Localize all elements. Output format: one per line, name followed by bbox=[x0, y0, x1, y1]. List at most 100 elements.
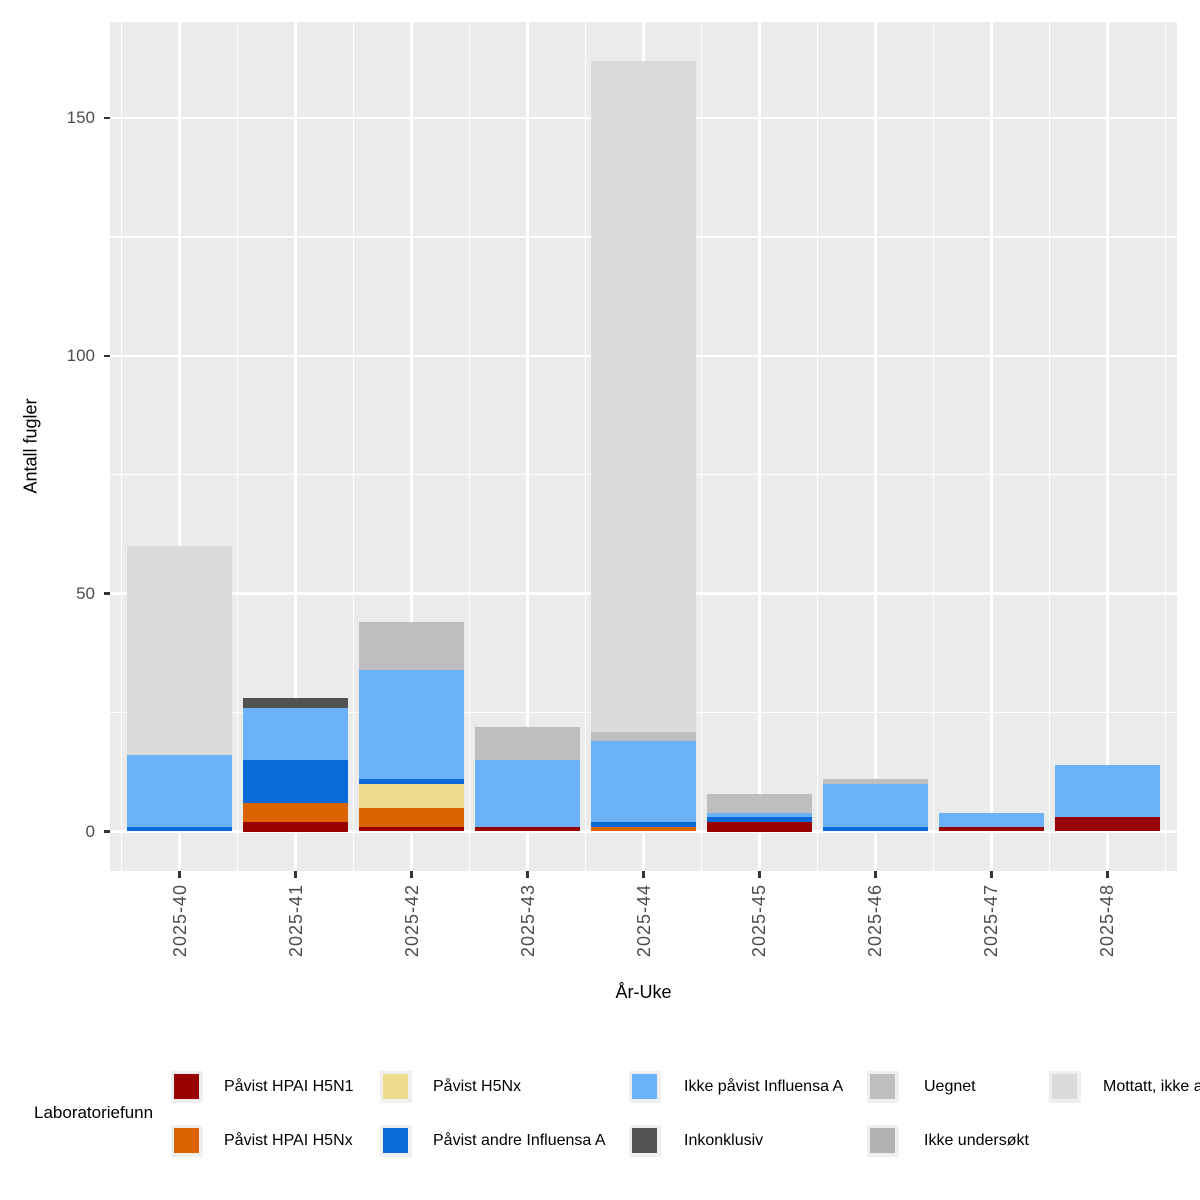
bar-segment bbox=[359, 807, 464, 827]
bar-segment bbox=[823, 779, 928, 784]
legend-swatch bbox=[383, 1128, 408, 1153]
x-axis-tick-label: 2025-40 bbox=[169, 884, 190, 958]
y-axis-tick-label: 100 bbox=[66, 345, 95, 365]
x-axis-tick-label: 2025-46 bbox=[865, 884, 886, 958]
x-major-gridline bbox=[990, 22, 993, 871]
x-axis-tick bbox=[642, 871, 645, 878]
legend-key bbox=[171, 1071, 203, 1103]
x-axis-title: År-Uke bbox=[615, 982, 672, 1002]
legend-swatch bbox=[174, 1074, 199, 1099]
y-axis-tick bbox=[103, 354, 110, 358]
x-minor-gridline bbox=[120, 22, 123, 871]
y-axis-tick-label: 50 bbox=[76, 583, 95, 603]
legend-label: Ikke påvist Influensa A bbox=[684, 1078, 844, 1095]
bar-segment bbox=[475, 726, 580, 761]
x-minor-gridline bbox=[700, 22, 703, 871]
legend-label: Påvist HPAI H5N1 bbox=[224, 1078, 354, 1095]
x-major-gridline bbox=[758, 22, 761, 871]
bar-segment bbox=[243, 698, 348, 708]
x-axis-tick-label: 2025-48 bbox=[1097, 884, 1118, 958]
x-minor-gridline bbox=[816, 22, 819, 871]
bar-segment bbox=[359, 622, 464, 670]
legend-swatch bbox=[383, 1074, 408, 1099]
legend-key bbox=[380, 1125, 412, 1157]
legend-label: Ikke undersøkt bbox=[924, 1132, 1029, 1149]
x-major-gridline bbox=[178, 22, 181, 871]
x-minor-gridline bbox=[584, 22, 587, 871]
legend-key bbox=[867, 1071, 899, 1103]
legend-swatch bbox=[870, 1074, 895, 1099]
x-minor-gridline bbox=[1048, 22, 1050, 871]
legend-label: Påvist andre Influensa A bbox=[433, 1132, 606, 1149]
bar-segment bbox=[359, 669, 464, 780]
x-major-gridline bbox=[526, 22, 529, 871]
y-axis-tick-label: 0 bbox=[85, 821, 95, 841]
bar-segment bbox=[243, 803, 348, 822]
x-axis-tick-label: 2025-41 bbox=[285, 884, 306, 958]
x-axis-tick bbox=[1106, 871, 1109, 878]
bar-segment bbox=[1055, 817, 1160, 832]
x-axis-tick-label: 2025-44 bbox=[633, 884, 654, 958]
x-minor-gridline bbox=[1164, 22, 1166, 871]
bar-segment bbox=[359, 779, 464, 784]
bar-segment bbox=[359, 826, 464, 832]
x-axis-tick bbox=[874, 871, 877, 878]
bar-segment bbox=[127, 826, 232, 832]
x-axis-tick bbox=[990, 871, 993, 878]
legend-swatch bbox=[870, 1128, 895, 1153]
bar-segment bbox=[939, 812, 1044, 827]
bar-segment bbox=[591, 731, 696, 742]
legend-label: Uegnet bbox=[924, 1078, 976, 1095]
legend-label: Inkonklusiv bbox=[684, 1132, 764, 1149]
bar-segment bbox=[823, 826, 928, 832]
legend-title: Laboratoriefunn bbox=[34, 1103, 154, 1122]
bar-segment bbox=[823, 783, 928, 827]
legend-label: Påvist HPAI H5Nx bbox=[224, 1132, 353, 1149]
y-axis-tick bbox=[103, 592, 110, 595]
x-axis-tick-label: 2025-43 bbox=[517, 884, 538, 958]
x-minor-gridline bbox=[932, 22, 935, 871]
x-axis-tick-label: 2025-47 bbox=[981, 884, 1002, 958]
bar-segment bbox=[707, 793, 812, 813]
y-axis-title: Antall fugler bbox=[20, 398, 41, 494]
bar-segment bbox=[243, 822, 348, 832]
legend-key bbox=[171, 1125, 203, 1157]
legend-swatch bbox=[632, 1074, 657, 1099]
y-axis-tick-label: 150 bbox=[66, 108, 95, 128]
bar-segment bbox=[475, 826, 580, 832]
x-major-gridline bbox=[294, 22, 297, 871]
x-axis-tick-label: 2025-45 bbox=[749, 884, 770, 958]
bar-segment bbox=[939, 826, 1044, 832]
bar-segment bbox=[707, 812, 812, 818]
x-major-gridline bbox=[874, 22, 877, 871]
x-axis-tick bbox=[178, 871, 181, 878]
bar-segment bbox=[591, 741, 696, 822]
x-minor-gridline bbox=[236, 22, 239, 871]
legend-key bbox=[629, 1071, 661, 1103]
plot-panel bbox=[110, 22, 1177, 871]
legend-key bbox=[1049, 1071, 1081, 1103]
bar-segment bbox=[127, 546, 232, 756]
bar-segment bbox=[243, 760, 348, 803]
bar-segment bbox=[475, 760, 580, 827]
legend-key bbox=[867, 1125, 899, 1157]
x-minor-gridline bbox=[352, 22, 355, 871]
bar-segment bbox=[707, 817, 812, 822]
x-major-gridline bbox=[1106, 22, 1109, 871]
legend-label: Påvist H5Nx bbox=[433, 1078, 522, 1095]
x-major-gridline bbox=[410, 22, 413, 871]
bar-segment bbox=[127, 755, 232, 827]
y-axis-tick bbox=[103, 830, 110, 833]
legend-key bbox=[380, 1071, 412, 1103]
legend-swatch bbox=[174, 1128, 199, 1153]
legend-label: Mottatt, ikke a bbox=[1103, 1078, 1200, 1095]
x-minor-gridline bbox=[468, 22, 471, 871]
x-axis-tick-label: 2025-42 bbox=[401, 884, 422, 958]
legend-swatch bbox=[632, 1128, 657, 1153]
x-axis-tick bbox=[758, 871, 761, 878]
bar-segment bbox=[591, 822, 696, 827]
legend-swatch bbox=[1052, 1074, 1077, 1099]
x-axis-tick bbox=[294, 871, 297, 878]
x-axis-tick bbox=[526, 871, 529, 878]
